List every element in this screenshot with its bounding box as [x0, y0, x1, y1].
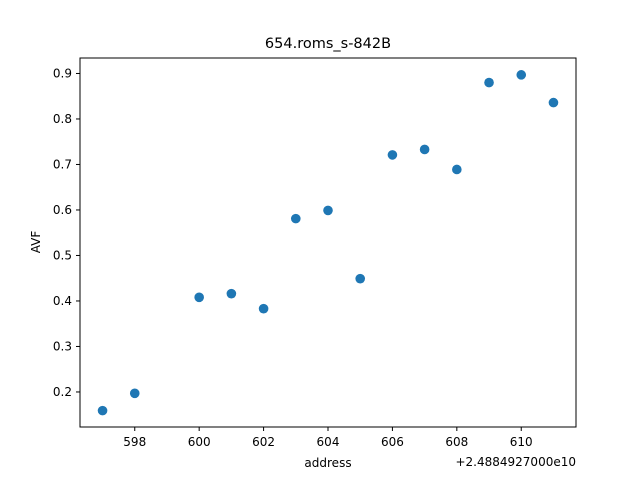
data-point: [323, 205, 333, 216]
x-tick-label: 602: [252, 435, 275, 449]
data-point: [290, 213, 301, 224]
y-tick-label: 0.6: [53, 203, 72, 217]
x-axis-label: address: [304, 456, 351, 470]
data-point: [484, 77, 494, 88]
x-axis-offset-label: +2.4884927000e10: [455, 455, 576, 469]
y-tick-label: 0.3: [53, 339, 72, 353]
y-tick-label: 0.8: [53, 112, 72, 126]
data-point: [516, 70, 527, 80]
x-tick-label: 604: [317, 435, 340, 449]
y-tick-label: 0.7: [53, 157, 72, 171]
data-point: [548, 97, 559, 108]
x-tick-label: 608: [445, 435, 468, 449]
x-axis: 598 600 602 604 606 608 610: [123, 427, 533, 449]
y-tick-label: 0.2: [53, 385, 72, 399]
x-tick-label: 610: [510, 435, 533, 449]
data-point: [97, 405, 108, 416]
data-point: [226, 288, 237, 299]
y-tick-label: 0.9: [53, 66, 72, 80]
y-tick-label: 0.5: [53, 248, 72, 262]
x-tick-label: 600: [188, 435, 211, 449]
chart-title: 654.roms_s-842B: [265, 36, 391, 52]
data-point: [258, 303, 269, 314]
data-point: [355, 273, 366, 284]
x-tick-label: 606: [381, 435, 404, 449]
data-point: [419, 144, 430, 155]
y-axis-label: AVF: [29, 231, 43, 254]
y-tick-label: 0.4: [53, 294, 72, 308]
x-tick-label: 598: [123, 435, 146, 449]
data-points: [97, 70, 559, 416]
data-point: [452, 164, 462, 175]
y-axis: 0.2 0.3 0.4 0.5 0.6 0.7 0.8 0.9: [53, 66, 80, 399]
data-point: [129, 388, 140, 399]
data-point: [194, 292, 204, 303]
data-point: [387, 150, 398, 160]
